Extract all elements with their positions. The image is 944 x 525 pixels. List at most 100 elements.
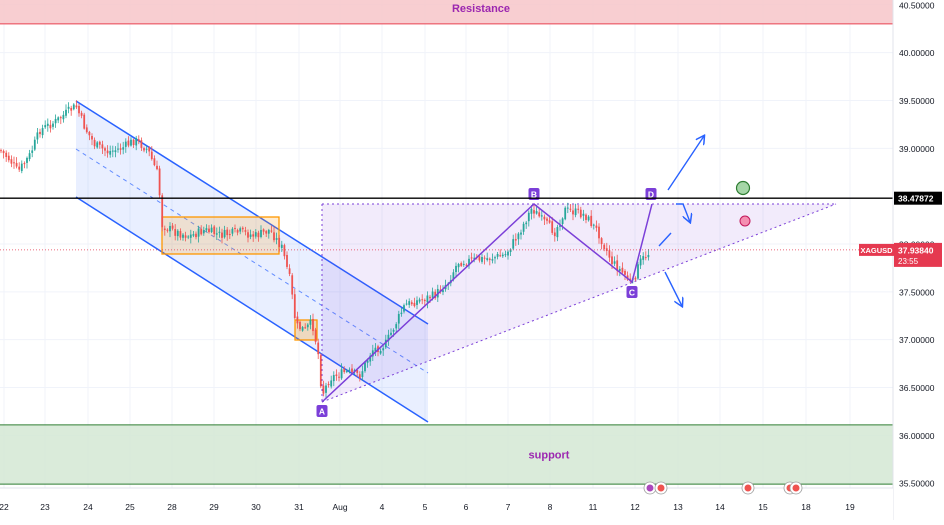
candle-body (127, 140, 130, 146)
candle-body (254, 232, 257, 237)
candle-body (374, 347, 377, 352)
candle-body (551, 221, 554, 233)
candle-body (410, 302, 413, 305)
price-tick-label: 40.50000 (899, 0, 935, 10)
price-axis: 40.5000040.0000039.5000039.0000038.00000… (859, 0, 944, 520)
candle-body (332, 375, 335, 382)
candle-body (106, 150, 109, 154)
candle-body (556, 227, 559, 238)
candle-body (202, 230, 205, 234)
candle-body (65, 109, 67, 116)
candle-body (395, 324, 398, 329)
candle-body (369, 355, 372, 362)
candle-body (559, 225, 561, 227)
candle-body (514, 239, 517, 241)
candle-body (569, 208, 572, 210)
candle-body (39, 131, 41, 135)
candle-body (603, 244, 606, 249)
candle-body (26, 157, 28, 163)
candle-body (340, 369, 343, 379)
candle-body (80, 112, 83, 116)
candle-body (213, 226, 216, 235)
candle-body (20, 163, 23, 172)
candle-body (93, 139, 96, 147)
pattern-point-d-label: D (648, 190, 654, 200)
candle-body (509, 249, 512, 252)
time-tick-label: 24 (83, 502, 93, 512)
candle-body (62, 114, 65, 120)
candle-body (44, 125, 47, 128)
candle-body (192, 234, 195, 236)
candle-body (522, 223, 525, 232)
candle-body (187, 236, 190, 238)
time-tick-label: 22 (0, 502, 9, 512)
candle-body (67, 106, 70, 109)
abcd-path (321, 203, 653, 403)
candle-body (577, 208, 580, 210)
candle-body (481, 257, 483, 262)
candle-body (540, 215, 543, 217)
candle-body (0, 150, 2, 152)
candle-body (5, 152, 8, 158)
candle-body (384, 339, 387, 348)
candle-body (283, 245, 286, 257)
candle-body (618, 268, 621, 271)
candle-body (101, 144, 104, 149)
candle-body (587, 216, 590, 221)
candle-body (262, 229, 265, 232)
candle-body (621, 267, 624, 273)
candle-body (426, 295, 429, 303)
candle-body (504, 254, 507, 256)
candle-body (496, 253, 499, 257)
candle-body (408, 301, 411, 305)
pattern-point-d-badge (645, 188, 657, 200)
candle-body (46, 123, 49, 126)
candle-body (546, 218, 548, 221)
level-line (0, 197, 893, 251)
price-tick-label: 39.00000 (899, 144, 935, 154)
candle-body (291, 275, 294, 295)
time-axis: 22 23 24 25 28 29 30 31 Aug 4 5 6 7 8 11 12 13 14 15 18 19 (0, 481, 893, 520)
candle-body (319, 355, 322, 387)
candles (0, 100, 650, 399)
candle-body (132, 139, 135, 145)
candle-body (54, 118, 57, 124)
candle-body (429, 296, 431, 299)
candle-body (434, 291, 437, 299)
candle-body (148, 147, 151, 152)
candle-body (499, 255, 502, 257)
candle-body (239, 228, 242, 232)
candle-body (488, 258, 491, 260)
candle-body (119, 148, 122, 150)
time-tick-label: 12 (630, 502, 640, 512)
candle-body (13, 162, 15, 164)
price-tick-label: 35.50000 (899, 479, 935, 489)
candle-body (286, 254, 288, 267)
candle-body (70, 107, 73, 111)
candle-body (460, 263, 463, 266)
candle-body (478, 256, 481, 261)
time-tick-label: 4 (380, 502, 385, 512)
candle-body (535, 211, 538, 214)
candle-body (130, 139, 132, 146)
price-tick-label: 40.00000 (899, 48, 935, 58)
candle-body (538, 212, 541, 217)
candle-body (501, 254, 504, 257)
candle-body (117, 148, 119, 150)
candle-body (91, 135, 93, 140)
candle-body (390, 332, 392, 335)
time-tick-label: 14 (715, 502, 725, 512)
candle-body (7, 155, 10, 161)
candle-body (637, 264, 639, 279)
zones: Resistance support (0, 0, 893, 485)
abcd-pattern: A B C D (316, 188, 657, 417)
economic-event-icon-dot (744, 484, 752, 492)
candle-body (598, 226, 600, 239)
candle-body (566, 207, 569, 209)
candle-body (626, 275, 629, 280)
candle-body (153, 158, 156, 166)
candle-body (613, 261, 616, 264)
candle-body (322, 385, 325, 394)
candle-body (483, 257, 486, 259)
